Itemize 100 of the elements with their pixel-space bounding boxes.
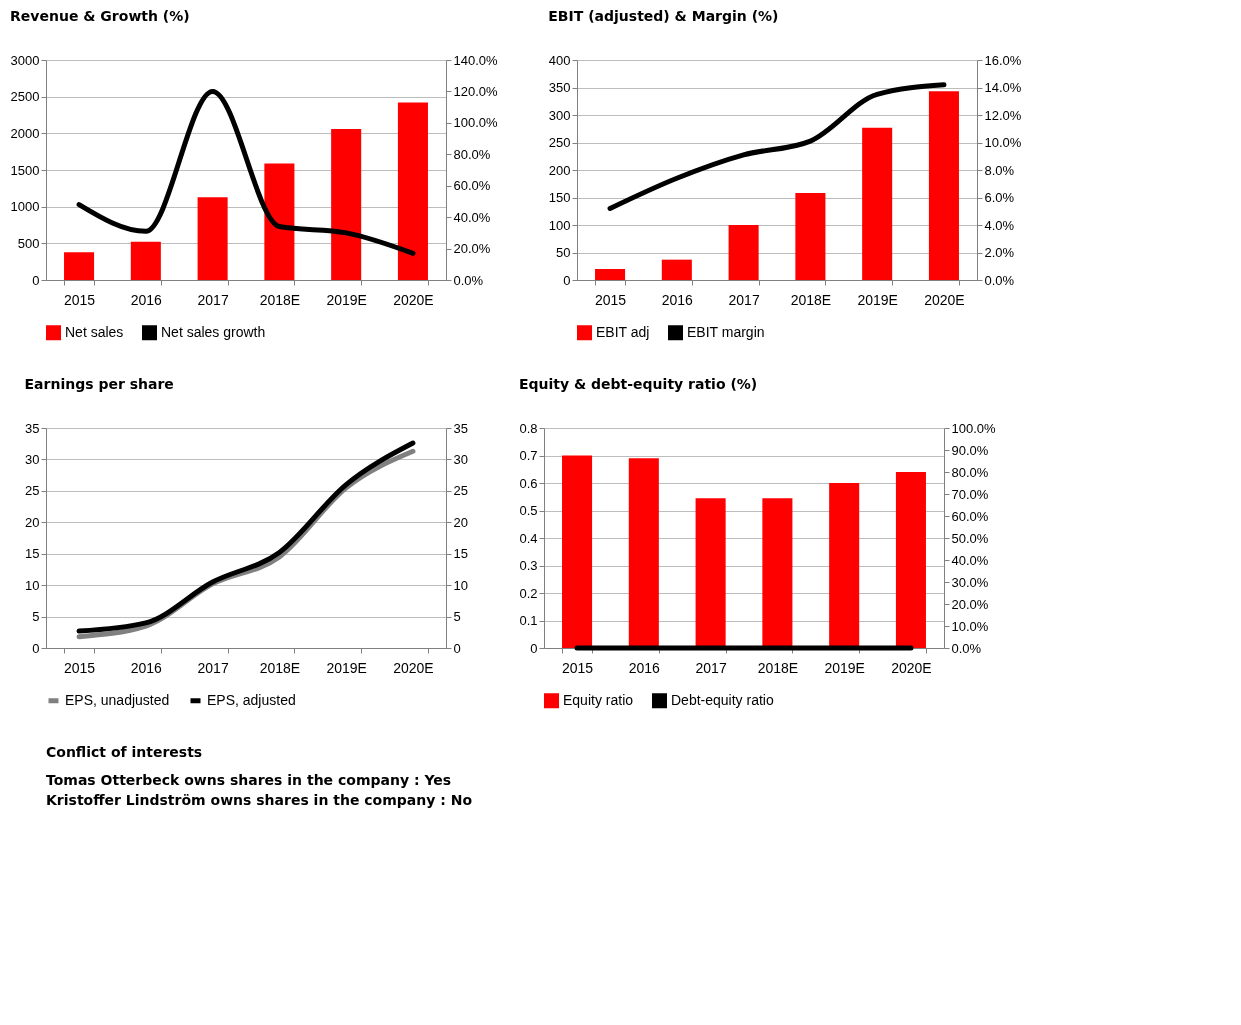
legend-label: Net sales (65, 323, 124, 340)
x-tick-label: 2019E (326, 659, 367, 676)
x-tick-label: 2020E (393, 659, 434, 676)
bar (728, 225, 759, 280)
y2-tick-label: 14.0% (984, 80, 1022, 95)
x-tick-label: 2015 (63, 659, 96, 676)
y2-tick-label: 70.0% (951, 486, 989, 502)
bar (695, 498, 726, 648)
bar (928, 91, 959, 280)
y-tick-label: 0.4 (519, 530, 538, 546)
x-tick-label: 2016 (130, 659, 163, 676)
y2-tick-label: 16.0% (984, 52, 1022, 68)
y-tick-label: 35 (25, 420, 40, 436)
x-tick-label: 2020E (891, 659, 932, 676)
y2-tick-label: 40.0% (951, 552, 989, 568)
y-tick-label: 0.3 (519, 558, 538, 573)
legend-label: EPS, adjusted (207, 691, 296, 708)
bar (264, 163, 295, 280)
y-tick-label: 30 (25, 451, 40, 467)
y2-tick-label: 20.0% (951, 596, 989, 612)
bar (130, 241, 161, 280)
x-tick-label: 2017 (728, 291, 760, 308)
bar (762, 498, 793, 648)
x-tick-label: 2020E (924, 291, 965, 308)
y-tick-label: 200 (548, 162, 571, 178)
y-tick-label: 400 (548, 52, 571, 68)
y-tick-label: 50 (556, 245, 571, 260)
legend-label: EBIT margin (687, 323, 765, 340)
y2-tick-label: 100.0% (453, 115, 499, 131)
x-tick-label: 2015 (63, 291, 96, 308)
legend-label: Net sales growth (161, 323, 266, 340)
y-tick-label: 0 (32, 272, 40, 288)
x-tick-label: 2017 (197, 659, 229, 676)
y2-tick-label: 20 (453, 514, 468, 530)
bar (64, 252, 95, 280)
legend-label: Debt-equity ratio (671, 691, 774, 708)
bar (595, 269, 626, 280)
bar (829, 483, 860, 648)
legend-label: EPS, unadjusted (65, 691, 170, 708)
x-tick-label: 2019E (824, 659, 865, 676)
y2-tick-label: 35 (453, 420, 468, 436)
y-tick-label: 1000 (10, 199, 40, 215)
x-tick-label: 2015 (594, 291, 627, 308)
y-tick-label: 2000 (10, 125, 40, 141)
y-tick-label: 250 (548, 135, 571, 150)
y2-tick-label: 6.0% (984, 190, 1015, 205)
bar (331, 128, 362, 280)
bar (895, 472, 926, 648)
y2-tick-label: 120.0% (453, 83, 499, 99)
chart-title: EBIT (adjusted) & Margin (%) (548, 8, 779, 24)
y-tick-label: 0.8 (519, 420, 538, 436)
y-tick-label: 5 (32, 609, 40, 625)
y2-tick-label: 90.0% (951, 442, 989, 458)
y2-tick-label: 10.0% (984, 135, 1022, 150)
x-tick-label: 2016 (628, 659, 661, 676)
x-tick-label: 2018E (259, 659, 301, 676)
x-tick-label: 2019E (326, 291, 367, 308)
y2-tick-label: 20.0% (453, 241, 491, 257)
y-tick-label: 500 (17, 235, 40, 251)
y2-tick-label: 140.0% (453, 52, 499, 68)
y2-tick-label: 30 (453, 451, 468, 467)
x-tick-label: 2015 (561, 659, 594, 676)
text: Tomas Otterbeck owns shares in the company : Yes (46, 772, 452, 788)
y2-tick-label: 15 (453, 546, 468, 562)
y-tick-label: 10 (25, 577, 40, 593)
x-tick-label: 2018E (259, 291, 301, 308)
y2-tick-label: 80.0% (453, 146, 491, 162)
y2-tick-label: 100.0% (951, 420, 997, 436)
x-tick-label: 2016 (661, 291, 694, 308)
y2-tick-label: 0.0% (951, 640, 982, 656)
y-tick-label: 0.1 (519, 613, 538, 628)
y-tick-label: 0.5 (519, 503, 538, 518)
y2-tick-label: 4.0% (984, 217, 1015, 233)
y2-tick-label: 0.0% (453, 272, 484, 288)
y2-tick-label: 10.0% (951, 618, 989, 634)
y-tick-label: 2500 (10, 89, 40, 105)
chart-title: Equity & debt-equity ratio (%) (518, 376, 758, 392)
bar (397, 102, 428, 280)
y-tick-label: 300 (548, 107, 571, 123)
y-tick-label: 25 (25, 483, 40, 499)
y-tick-label: 350 (548, 80, 571, 95)
y-tick-label: 0.7 (519, 448, 538, 463)
bar (562, 455, 593, 648)
y2-tick-label: 30.0% (951, 574, 989, 590)
y-tick-label: 0 (563, 272, 571, 288)
y-tick-label: 1500 (10, 162, 40, 178)
y-tick-label: 15 (25, 546, 40, 562)
x-tick-label: 2017 (695, 659, 727, 676)
y2-tick-label: 80.0% (951, 464, 989, 480)
y-tick-label: 0.6 (519, 475, 538, 491)
y2-tick-label: 10 (453, 577, 468, 593)
y2-tick-label: 60.0% (951, 508, 989, 524)
y-tick-label: 0 (32, 640, 40, 656)
x-tick-label: 2019E (857, 291, 898, 308)
y2-tick-label: 50.0% (951, 530, 989, 546)
x-tick-label: 2018E (790, 291, 832, 308)
text: Kristoffer Lindström owns shares in the company : No (46, 792, 473, 808)
y-tick-label: 20 (25, 514, 40, 530)
text: Conflict of interests (46, 744, 203, 760)
x-tick-label: 2016 (130, 291, 163, 308)
